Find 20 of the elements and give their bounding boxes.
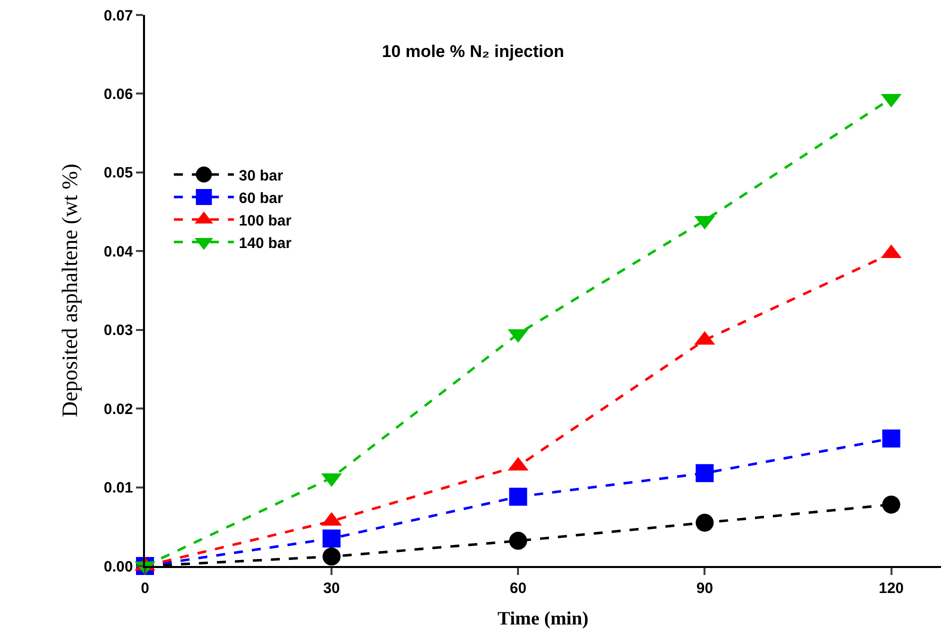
y-tick-label: 0.06 [104, 86, 133, 103]
y-tick-label: 0.04 [104, 243, 134, 260]
y-tick-label: 0.01 [104, 480, 133, 497]
legend-label: 100 bar [238, 212, 292, 230]
y-tick-label: 0.02 [104, 400, 133, 418]
y-tick-label: 0.07 [104, 7, 133, 24]
y-tick-label: 0.05 [104, 164, 133, 182]
x-tick-label: 0 [140, 580, 150, 597]
legend-label: 140 bar [238, 234, 292, 252]
x-tick-label: 90 [696, 580, 714, 597]
x-tick-label: 60 [510, 580, 526, 597]
x-tick-label: 30 [323, 580, 340, 597]
x-tick-label: 120 [878, 580, 904, 597]
y-axis-title: Deposited asphaltene (wt %) [57, 164, 82, 418]
legend-label: 30 bar [238, 167, 284, 184]
y-tick-label: 0.03 [104, 322, 133, 340]
x-axis-title: Time (min) [498, 608, 588, 630]
text: 10 mole % N₂ injection [382, 42, 564, 61]
legend-label: 60 bar [238, 190, 284, 207]
y-tick-label: 0.00 [104, 558, 133, 576]
